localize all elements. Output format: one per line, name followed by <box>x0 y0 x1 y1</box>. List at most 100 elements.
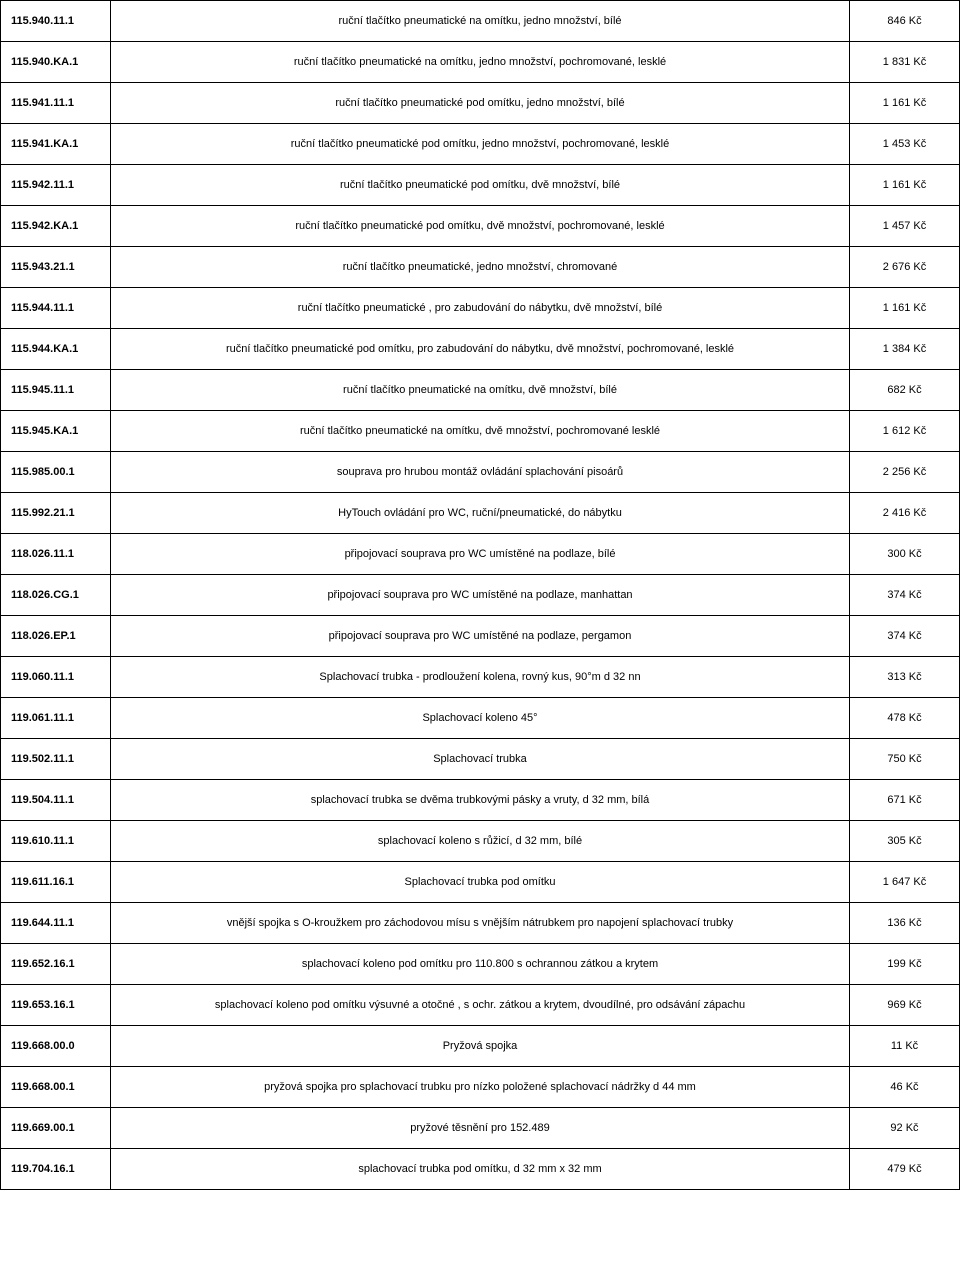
table-row: 119.502.11.1Splachovací trubka750 Kč <box>1 739 960 780</box>
product-description: splachovací trubka se dvěma trubkovými p… <box>111 780 850 821</box>
product-description: Splachovací trubka <box>111 739 850 780</box>
product-code: 115.943.21.1 <box>1 247 111 288</box>
product-description: ruční tlačítko pneumatické pod omítku, p… <box>111 329 850 370</box>
product-code: 119.652.16.1 <box>1 944 111 985</box>
table-body: 115.940.11.1ruční tlačítko pneumatické n… <box>1 1 960 1190</box>
product-price: 46 Kč <box>850 1067 960 1108</box>
product-description: ruční tlačítko pneumatické pod omítku, d… <box>111 165 850 206</box>
product-price: 1 161 Kč <box>850 288 960 329</box>
product-price: 969 Kč <box>850 985 960 1026</box>
product-price: 682 Kč <box>850 370 960 411</box>
product-code: 115.985.00.1 <box>1 452 111 493</box>
table-row: 115.945.KA.1ruční tlačítko pneumatické n… <box>1 411 960 452</box>
product-description: ruční tlačítko pneumatické pod omítku, d… <box>111 206 850 247</box>
price-table: 115.940.11.1ruční tlačítko pneumatické n… <box>0 0 960 1190</box>
table-row: 119.669.00.1pryžové těsnění pro 152.4899… <box>1 1108 960 1149</box>
table-row: 119.504.11.1splachovací trubka se dvěma … <box>1 780 960 821</box>
product-description: splachovací koleno pod omítku pro 110.80… <box>111 944 850 985</box>
product-description: souprava pro hrubou montáž ovládání spla… <box>111 452 850 493</box>
product-code: 115.940.11.1 <box>1 1 111 42</box>
table-row: 115.941.KA.1ruční tlačítko pneumatické p… <box>1 124 960 165</box>
product-price: 1 384 Kč <box>850 329 960 370</box>
product-code: 119.669.00.1 <box>1 1108 111 1149</box>
product-description: ruční tlačítko pneumatické na omítku, je… <box>111 1 850 42</box>
product-description: pryžové těsnění pro 152.489 <box>111 1108 850 1149</box>
product-description: vnější spojka s O-kroužkem pro záchodovo… <box>111 903 850 944</box>
product-code: 118.026.EP.1 <box>1 616 111 657</box>
product-description: ruční tlačítko pneumatické , pro zabudov… <box>111 288 850 329</box>
product-code: 119.504.11.1 <box>1 780 111 821</box>
product-code: 119.668.00.1 <box>1 1067 111 1108</box>
product-code: 115.945.11.1 <box>1 370 111 411</box>
product-price: 11 Kč <box>850 1026 960 1067</box>
product-description: splachovací koleno s růžicí, d 32 mm, bí… <box>111 821 850 862</box>
product-description: splachovací koleno pod omítku výsuvné a … <box>111 985 850 1026</box>
table-row: 115.942.KA.1ruční tlačítko pneumatické p… <box>1 206 960 247</box>
table-row: 118.026.EP.1připojovací souprava pro WC … <box>1 616 960 657</box>
product-code: 119.060.11.1 <box>1 657 111 698</box>
table-row: 118.026.CG.1připojovací souprava pro WC … <box>1 575 960 616</box>
product-code: 118.026.11.1 <box>1 534 111 575</box>
table-row: 115.940.KA.1ruční tlačítko pneumatické n… <box>1 42 960 83</box>
product-price: 300 Kč <box>850 534 960 575</box>
product-code: 115.941.11.1 <box>1 83 111 124</box>
product-price: 2 416 Kč <box>850 493 960 534</box>
table-row: 119.704.16.1splachovací trubka pod omítk… <box>1 1149 960 1190</box>
table-row: 119.060.11.1Splachovací trubka - prodlou… <box>1 657 960 698</box>
product-code: 119.502.11.1 <box>1 739 111 780</box>
product-code: 115.940.KA.1 <box>1 42 111 83</box>
product-code: 119.644.11.1 <box>1 903 111 944</box>
table-row: 115.945.11.1ruční tlačítko pneumatické n… <box>1 370 960 411</box>
product-code: 119.653.16.1 <box>1 985 111 1026</box>
product-price: 1 612 Kč <box>850 411 960 452</box>
product-description: připojovací souprava pro WC umístěné na … <box>111 575 850 616</box>
product-price: 374 Kč <box>850 616 960 657</box>
table-row: 119.061.11.1Splachovací koleno 45°478 Kč <box>1 698 960 739</box>
product-price: 92 Kč <box>850 1108 960 1149</box>
table-row: 119.668.00.1pryžová spojka pro splachova… <box>1 1067 960 1108</box>
product-description: splachovací trubka pod omítku, d 32 mm x… <box>111 1149 850 1190</box>
product-price: 1 831 Kč <box>850 42 960 83</box>
product-price: 1 647 Kč <box>850 862 960 903</box>
product-description: pryžová spojka pro splachovací trubku pr… <box>111 1067 850 1108</box>
product-code: 115.945.KA.1 <box>1 411 111 452</box>
product-price: 1 457 Kč <box>850 206 960 247</box>
product-price: 1 161 Kč <box>850 165 960 206</box>
table-row: 115.941.11.1ruční tlačítko pneumatické p… <box>1 83 960 124</box>
table-row: 115.944.11.1ruční tlačítko pneumatické ,… <box>1 288 960 329</box>
product-description: Pryžová spojka <box>111 1026 850 1067</box>
table-row: 118.026.11.1připojovací souprava pro WC … <box>1 534 960 575</box>
table-row: 119.652.16.1splachovací koleno pod omítk… <box>1 944 960 985</box>
product-description: připojovací souprava pro WC umístěné na … <box>111 534 850 575</box>
table-row: 119.653.16.1splachovací koleno pod omítk… <box>1 985 960 1026</box>
product-price: 305 Kč <box>850 821 960 862</box>
product-code: 118.026.CG.1 <box>1 575 111 616</box>
product-price: 313 Kč <box>850 657 960 698</box>
product-price: 1 161 Kč <box>850 83 960 124</box>
product-code: 115.942.KA.1 <box>1 206 111 247</box>
product-code: 119.611.16.1 <box>1 862 111 903</box>
product-description: ruční tlačítko pneumatické na omítku, dv… <box>111 411 850 452</box>
table-row: 115.940.11.1ruční tlačítko pneumatické n… <box>1 1 960 42</box>
product-description: ruční tlačítko pneumatické na omítku, je… <box>111 42 850 83</box>
product-description: ruční tlačítko pneumatické, jedno množst… <box>111 247 850 288</box>
product-description: ruční tlačítko pneumatické pod omítku, j… <box>111 83 850 124</box>
product-price: 199 Kč <box>850 944 960 985</box>
product-price: 750 Kč <box>850 739 960 780</box>
product-description: HyTouch ovládání pro WC, ruční/pneumatic… <box>111 493 850 534</box>
product-price: 479 Kč <box>850 1149 960 1190</box>
product-price: 374 Kč <box>850 575 960 616</box>
table-row: 115.985.00.1souprava pro hrubou montáž o… <box>1 452 960 493</box>
product-price: 478 Kč <box>850 698 960 739</box>
product-price: 671 Kč <box>850 780 960 821</box>
product-code: 119.061.11.1 <box>1 698 111 739</box>
product-code: 115.944.11.1 <box>1 288 111 329</box>
product-description: připojovací souprava pro WC umístěné na … <box>111 616 850 657</box>
table-row: 115.992.21.1HyTouch ovládání pro WC, ruč… <box>1 493 960 534</box>
product-price: 2 256 Kč <box>850 452 960 493</box>
product-description: ruční tlačítko pneumatické pod omítku, j… <box>111 124 850 165</box>
product-code: 115.992.21.1 <box>1 493 111 534</box>
product-price: 2 676 Kč <box>850 247 960 288</box>
table-row: 119.610.11.1splachovací koleno s růžicí,… <box>1 821 960 862</box>
product-price: 846 Kč <box>850 1 960 42</box>
